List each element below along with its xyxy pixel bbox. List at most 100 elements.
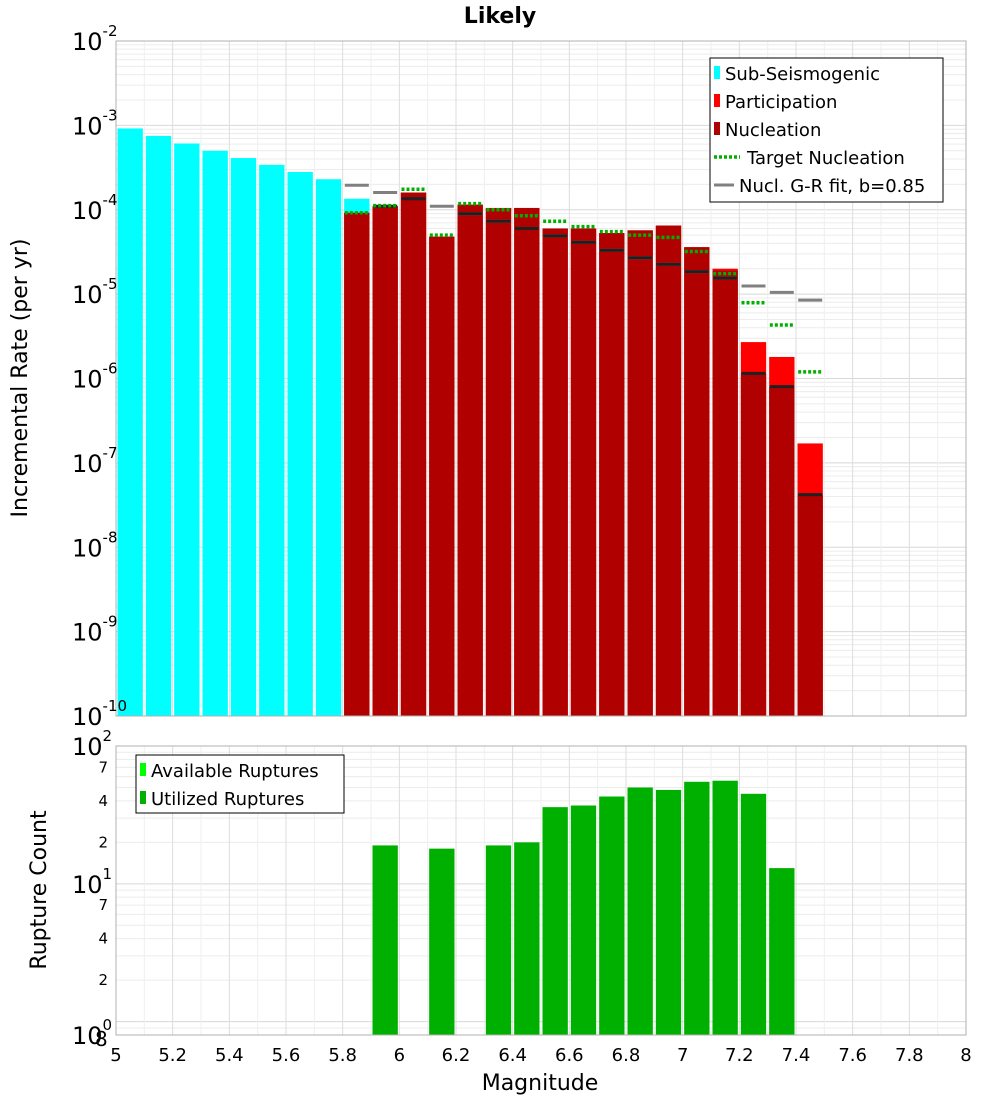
legend-label: Nucleation [725, 120, 821, 141]
top-y-tick-label: 10-3 [72, 106, 118, 140]
utilized-ruptures-bar [514, 842, 540, 1035]
top-y-tick-label: 10-8 [72, 528, 118, 562]
utilized-ruptures-bar [627, 787, 653, 1035]
x-tick-label: 6.2 [442, 1045, 471, 1066]
nucleation-bar [797, 494, 823, 716]
x-tick-label: 7.8 [895, 1045, 924, 1066]
nucleation-bar [514, 207, 540, 716]
utilized-ruptures-bar [429, 848, 455, 1035]
sub-seismogenic-bar [259, 164, 285, 716]
utilized-ruptures-bar [712, 780, 738, 1035]
legend-swatch [140, 791, 146, 804]
top-y-tick-label: 10-2 [72, 22, 118, 56]
nucleation-bar [599, 233, 625, 716]
legend-label: Utilized Ruptures [151, 789, 304, 810]
utilized-ruptures-bar [740, 793, 767, 1035]
nucleation-bar [740, 373, 767, 716]
x-tick-label: 6.4 [498, 1045, 527, 1066]
sub-seismogenic-bar [230, 158, 257, 716]
bottom-y-tick-label: 8 [95, 1027, 108, 1051]
nucleation-bar [542, 228, 568, 716]
bottom-y-tick-label: 102 [72, 727, 112, 761]
bottom-y-tick-label: 101 [72, 865, 112, 899]
legend-label: Sub-Seismogenic [725, 64, 880, 85]
bottom-y-tick-label: 100 [72, 1016, 112, 1050]
chart-title: Likely [464, 4, 536, 29]
legend-label: Nucl. G-R fit, b=0.85 [739, 176, 925, 197]
sub-seismogenic-bar [202, 150, 228, 716]
utilized-ruptures-bar [599, 796, 625, 1035]
top-plot-bars [117, 128, 823, 717]
bottom-y-tick-label: 2 [98, 971, 108, 989]
legend-label: Available Ruptures [151, 761, 319, 782]
top-y-tick-label: 10-6 [72, 360, 118, 394]
sub-seismogenic-bar [117, 128, 143, 716]
x-tick-label: 7.6 [838, 1045, 867, 1066]
sub-seismogenic-bar [315, 179, 342, 716]
x-tick-label: 6 [394, 1045, 405, 1066]
utilized-ruptures-bar [769, 868, 795, 1035]
top-y-tick-label: 10-7 [72, 444, 118, 478]
bottom-legend: Available Ruptures Utilized Ruptures [135, 754, 345, 814]
nucleation-bar [429, 236, 455, 716]
top-y-tick-label: 10-10 [72, 697, 127, 731]
bottom-plot-frame [115, 745, 967, 1036]
top-plot-lines [344, 183, 823, 497]
utilized-ruptures-bar [485, 845, 512, 1035]
x-tick-label: 6.6 [555, 1045, 584, 1066]
x-tick-label: 6.8 [612, 1045, 641, 1066]
x-tick-label: 5 [110, 1045, 121, 1066]
sub-seismogenic-bar [174, 143, 200, 716]
bottom-y-tick-label: 2 [98, 833, 108, 851]
x-tick-label: 5.8 [328, 1045, 357, 1066]
top-y-tick-labels: 10-2 10-3 10-4 10-5 10-6 10-7 10-8 10-9 10-10 [72, 22, 127, 731]
legend-swatch [714, 94, 720, 107]
bottom-y-tick-label: 4 [98, 930, 108, 948]
x-tick-label: 5.6 [272, 1045, 301, 1066]
bottom-y-tick-label: 7 [98, 896, 108, 914]
top-legend: Sub-Seismogenic Participation Nucleation Ta… [709, 57, 944, 203]
top-plot-grid [115, 41, 967, 717]
x-tick-label: 5.2 [158, 1045, 187, 1066]
legend-label: Participation [725, 92, 837, 113]
nucleation-bar [769, 386, 795, 716]
utilized-ruptures-bar [570, 805, 597, 1035]
nucleation-bar [684, 247, 710, 716]
x-tick-label: 7.2 [725, 1045, 754, 1066]
legend-swatch [714, 122, 720, 135]
nucleation-bar [372, 206, 398, 716]
legend-swatch [140, 763, 146, 776]
nucleation-bar [570, 228, 597, 716]
nucleation-bar [655, 225, 682, 716]
top-y-tick-label: 10-4 [72, 191, 118, 225]
sub-seismogenic-bar [287, 172, 313, 716]
x-tick-label: 7.4 [782, 1045, 811, 1066]
utilized-ruptures-bar [655, 789, 682, 1035]
x-tick-label: 7 [677, 1045, 688, 1066]
legend-label: Target Nucleation [746, 148, 905, 169]
nucleation-bar [712, 270, 738, 716]
nucleation-bar [627, 230, 653, 716]
nucleation-bar [485, 207, 512, 716]
nucleation-bar [400, 192, 427, 717]
bottom-y-tick-label: 7 [98, 758, 108, 776]
nucleation-bar [457, 204, 483, 717]
legend-swatch [714, 66, 720, 79]
top-y-tick-label: 10-9 [72, 613, 118, 647]
top-y-axis-label: Incremental Rate (per yr) [8, 239, 33, 518]
utilized-ruptures-bar [372, 845, 398, 1035]
bottom-y-tick-label: 4 [98, 792, 108, 810]
top-plot-frame [115, 40, 967, 717]
x-tick-label: 5.4 [215, 1045, 244, 1066]
x-tick-labels: 5 5.2 5.4 5.6 5.8 6 6.2 6.4 6.6 6.8 7 7.2 7.4 7.6 7.8 8 [110, 1045, 971, 1066]
sub-seismogenic-bar [145, 135, 172, 717]
bottom-plot-bars [372, 780, 795, 1035]
x-tick-label: 8 [960, 1045, 971, 1066]
utilized-ruptures-bar [684, 781, 710, 1035]
nucleation-bar [344, 212, 370, 716]
bottom-y-axis-label: Rupture Count [27, 810, 52, 970]
x-axis-label: Magnitude [482, 1071, 599, 1096]
top-y-tick-label: 10-5 [72, 275, 118, 309]
